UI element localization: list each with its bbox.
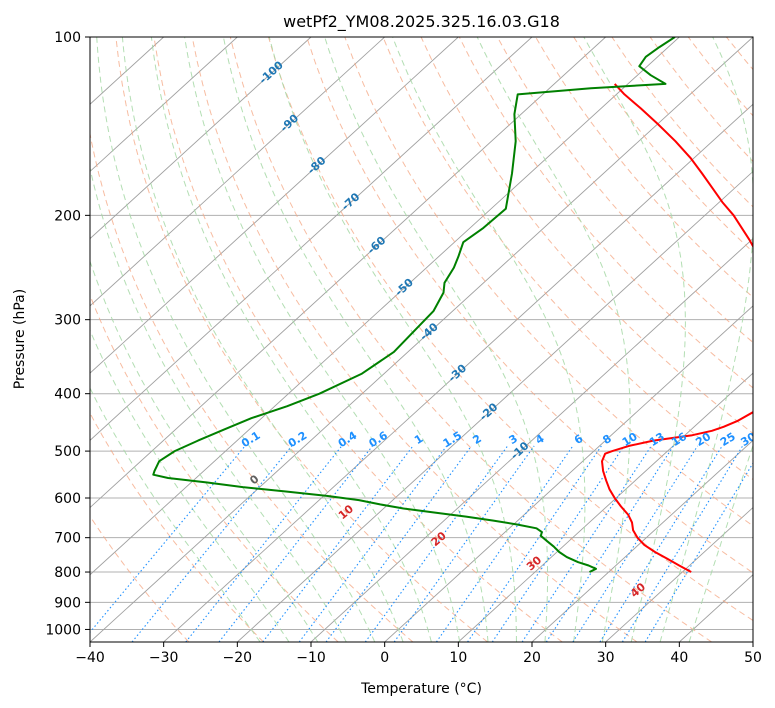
y-axis-label: Pressure (hPa) — [12, 289, 28, 389]
x-tick-label: −30 — [149, 650, 179, 666]
y-tick-label: 700 — [54, 531, 81, 547]
y-tick-label: 100 — [54, 30, 81, 46]
x-tick-label: 50 — [744, 650, 762, 666]
x-axis-label: Temperature (°C) — [360, 681, 482, 697]
moist-adiabat-line — [222, 37, 489, 642]
moist-adiabat-line — [583, 37, 686, 642]
x-tick-label: −40 — [75, 650, 105, 666]
dry-adiabat-line — [268, 37, 753, 622]
dry-adiabat-line — [344, 37, 753, 527]
chart-title: wetPf2_YM08.2025.325.16.03.G18 — [283, 12, 560, 32]
isotherm-line — [90, 37, 312, 240]
moist-adiabat-line — [268, 37, 517, 642]
moist-adiabat-line — [90, 328, 290, 642]
mixing-ratio-line — [262, 445, 414, 642]
moist-adiabat-line — [688, 444, 753, 642]
y-tick-label: 500 — [54, 444, 81, 460]
moist-adiabat-line — [184, 37, 461, 642]
dry-adiabat-line — [90, 412, 264, 642]
mixing-ratio-line — [185, 445, 343, 642]
isotherm-line — [90, 37, 753, 642]
sounding-lines — [152, 37, 753, 573]
axes: −40 −30 −20 −10 0 10 20 30 40 50 100 200 300 400 500 60… — [45, 30, 762, 666]
y-tick-label: 800 — [54, 565, 81, 581]
temperature-profile-line — [601, 83, 753, 573]
isotherm-line — [90, 37, 459, 374]
dry-adiabat-line — [229, 37, 712, 642]
x-tick-label: 10 — [449, 650, 467, 666]
isotherm-line — [458, 372, 753, 642]
y-tick-label: 300 — [54, 313, 81, 329]
moist-adiabat-line — [90, 165, 347, 642]
mixing-ratio-line — [298, 445, 448, 642]
x-tick-label: 20 — [523, 650, 541, 666]
y-tick-label: 200 — [54, 208, 81, 224]
x-tick-label: −10 — [296, 650, 326, 666]
moist-adiabat-line — [476, 37, 631, 642]
dry-adiabat-line — [496, 37, 753, 344]
y-tick-label: 600 — [54, 491, 81, 507]
dry-adiabat-line — [306, 37, 753, 574]
dry-adiabat-line — [90, 131, 414, 642]
dry-adiabat-line — [90, 515, 190, 642]
x-tick-label: 40 — [670, 650, 688, 666]
moist-adiabat-line — [121, 37, 404, 642]
moist-adiabat-line — [150, 37, 432, 642]
moist-adiabat-line — [90, 259, 319, 642]
mixing-ratio-line — [572, 445, 699, 642]
plot-frame — [89, 36, 754, 643]
x-tick-label: 30 — [597, 650, 615, 666]
moist-adiabat-line — [659, 37, 753, 642]
moist-adiabat-line — [324, 37, 549, 642]
mixing-ratio-line — [364, 445, 509, 642]
mixing-ratio-line — [545, 445, 674, 642]
mixing-ratio-line — [521, 445, 652, 642]
y-tick-label: 900 — [54, 595, 81, 611]
x-tick-label: 0 — [380, 650, 389, 666]
isotherm-line — [531, 439, 753, 642]
x-tick-label: −20 — [223, 650, 253, 666]
moist-adiabat-line — [96, 37, 376, 642]
mixing-ratio-line — [393, 445, 535, 642]
mixing-ratio-line — [325, 445, 472, 642]
isotherm-line — [90, 37, 238, 173]
dry-adiabat-line — [535, 37, 753, 298]
isotherm-line — [163, 103, 753, 642]
isotherm-line — [384, 305, 753, 642]
mixing-ratio-line — [599, 445, 723, 642]
dry-adiabat-line — [382, 37, 753, 481]
isotherm-line — [310, 238, 753, 642]
moist-adiabat-line — [90, 387, 261, 642]
y-tick-label: 1000 — [45, 622, 81, 638]
mixing-ratio-line — [491, 445, 625, 642]
isotherm-line — [90, 37, 385, 307]
isotherm-line — [90, 37, 606, 509]
dry-adiabat-line — [153, 37, 563, 642]
isotherm-line — [605, 506, 753, 642]
background-lines — [90, 37, 753, 642]
y-tick-label: 400 — [54, 387, 81, 403]
isotherm-line — [237, 170, 753, 642]
dewpoint-profile-line — [152, 37, 676, 573]
mixing-ratio-line — [90, 445, 246, 634]
moist-adiabat-line — [392, 37, 586, 642]
isotherm-line — [90, 37, 533, 441]
mixing-ratio-line — [218, 445, 373, 642]
dry-adiabat-line — [115, 37, 488, 642]
isotherm-line — [90, 37, 680, 576]
